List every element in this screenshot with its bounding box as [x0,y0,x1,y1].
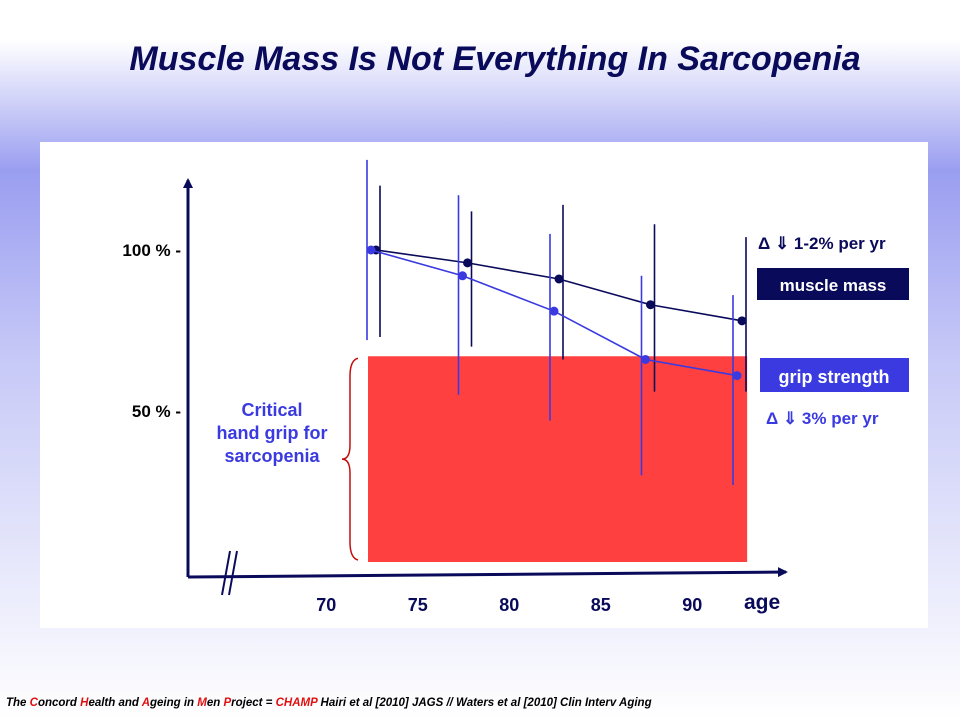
grip-strength-legend-box [760,358,909,392]
muscle-mass-rate: Δ ⇓ 1-2% per yr [758,234,886,253]
data-point [732,371,742,381]
y-tick-label: 100 % - [122,241,181,260]
footer-citation: The Concord Health and Ageing in Men Pro… [6,697,652,709]
critical-threshold-label-line: sarcopenia [224,446,320,466]
series-line [375,249,743,322]
muscle-mass-legend-label: muscle mass [780,276,887,295]
data-point [554,274,564,284]
brace-icon [341,357,359,561]
slide-title: Muscle Mass Is Not Everything In Sarcope… [129,40,861,78]
critical-threshold-region [368,356,748,562]
x-tick-label: 85 [591,595,611,615]
grip-strength-legend-label: grip strength [779,367,890,387]
x-axis-label: age [744,591,780,614]
muscle-mass-legend-box [757,268,909,300]
critical-threshold-label: Critical hand grip for sarcopenia [217,400,328,466]
axis-break-icon [221,550,238,596]
data-point [458,271,467,281]
y-tick-label: 50 % - [132,402,181,421]
critical-threshold-label-line: Critical [241,400,302,420]
data-point [549,306,559,316]
x-axis [187,567,788,579]
data-point [737,316,747,326]
critical-threshold-label-line: hand grip for [217,423,328,443]
x-tick-label: 90 [682,595,702,615]
x-tick-label: 70 [316,595,336,615]
data-point [463,258,472,268]
x-tick-label: 75 [408,595,428,615]
grip-strength-rate: Δ ⇓ 3% per yr [766,409,879,428]
x-tick-label: 80 [499,595,519,615]
data-point [366,245,376,255]
data-point [641,354,650,364]
data-point [646,300,655,310]
